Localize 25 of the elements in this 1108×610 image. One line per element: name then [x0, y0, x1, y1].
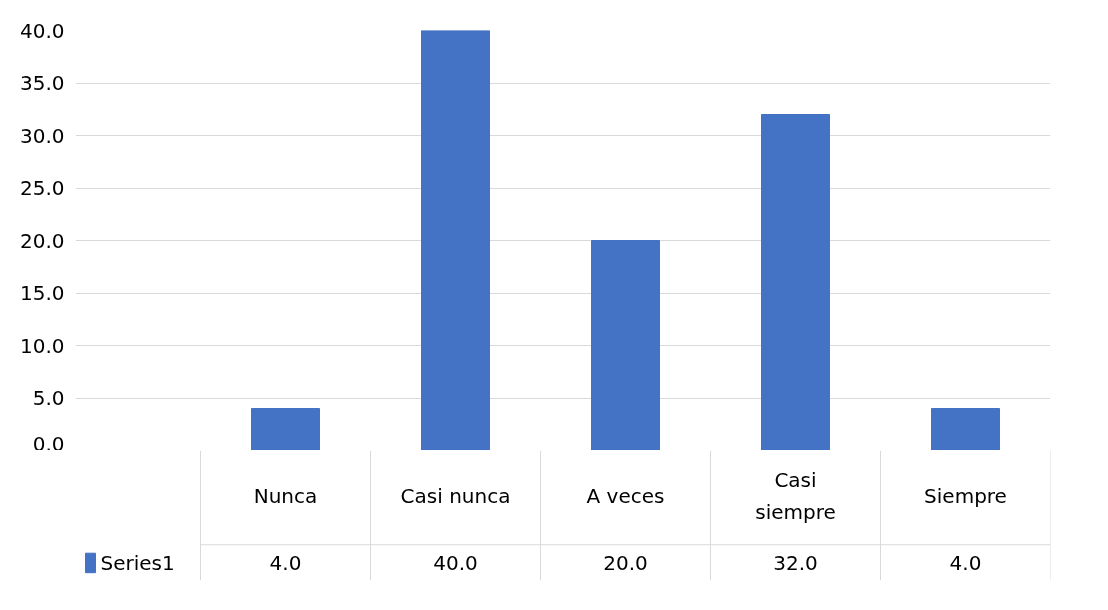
y-tick-label: 0.0: [32, 431, 65, 456]
x-tick-label: Nunca: [253, 484, 318, 508]
x-tick-label: Siempre: [924, 484, 1007, 508]
legend-label: Series1: [100, 550, 175, 575]
x-tick-label: Casi siempre: [755, 468, 836, 524]
data-label: 40.0: [433, 550, 478, 575]
y-tick-label: 35.0: [19, 71, 65, 95]
y-tick-label: 15.0: [19, 281, 65, 305]
bar: [251, 408, 320, 450]
y-tick-label: 10.0: [19, 333, 65, 358]
data-label: 4.0: [949, 550, 982, 575]
y-tick-label: 30.0: [19, 123, 65, 148]
data-label: 20.0: [603, 550, 648, 575]
data-label: 32.0: [773, 550, 818, 575]
y-tick-label: 25.0: [19, 176, 65, 200]
bar: [761, 114, 830, 450]
bar: [931, 408, 1000, 450]
bar: [421, 30, 490, 450]
y-tick-label: 20.0: [19, 228, 65, 253]
data-label: 4.0: [269, 550, 302, 575]
y-tick-label: 40.0: [19, 18, 65, 43]
y-tick-label: 5.0: [32, 386, 65, 410]
bar: [591, 240, 660, 450]
x-tick-label: Casi nunca: [400, 484, 511, 508]
x-tick-label: A veces: [586, 484, 665, 508]
